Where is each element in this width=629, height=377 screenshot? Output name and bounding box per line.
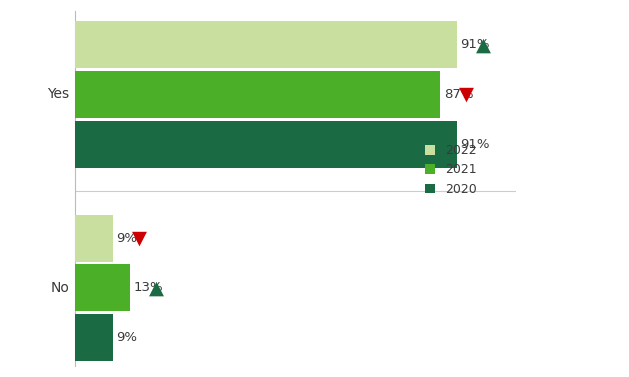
Text: ▲: ▲ — [476, 35, 491, 54]
Bar — [75, 21, 457, 68]
Text: ▼: ▼ — [132, 229, 147, 248]
Text: 91%: 91% — [460, 138, 490, 150]
Legend: 2022, 2021, 2020: 2022, 2021, 2020 — [425, 144, 477, 196]
Text: ▼: ▼ — [459, 85, 474, 104]
Bar — [75, 215, 113, 262]
Text: Yes: Yes — [47, 87, 69, 101]
Text: ▲: ▲ — [149, 278, 164, 297]
Text: 87%: 87% — [443, 88, 473, 101]
Bar — [75, 264, 130, 311]
Text: No: No — [50, 281, 69, 295]
Text: 91%: 91% — [460, 38, 490, 51]
Bar — [75, 71, 440, 118]
Text: 13%: 13% — [133, 281, 163, 294]
Bar — [75, 314, 113, 361]
Text: 9%: 9% — [116, 231, 138, 245]
Bar — [75, 121, 457, 168]
Text: 9%: 9% — [116, 331, 138, 344]
